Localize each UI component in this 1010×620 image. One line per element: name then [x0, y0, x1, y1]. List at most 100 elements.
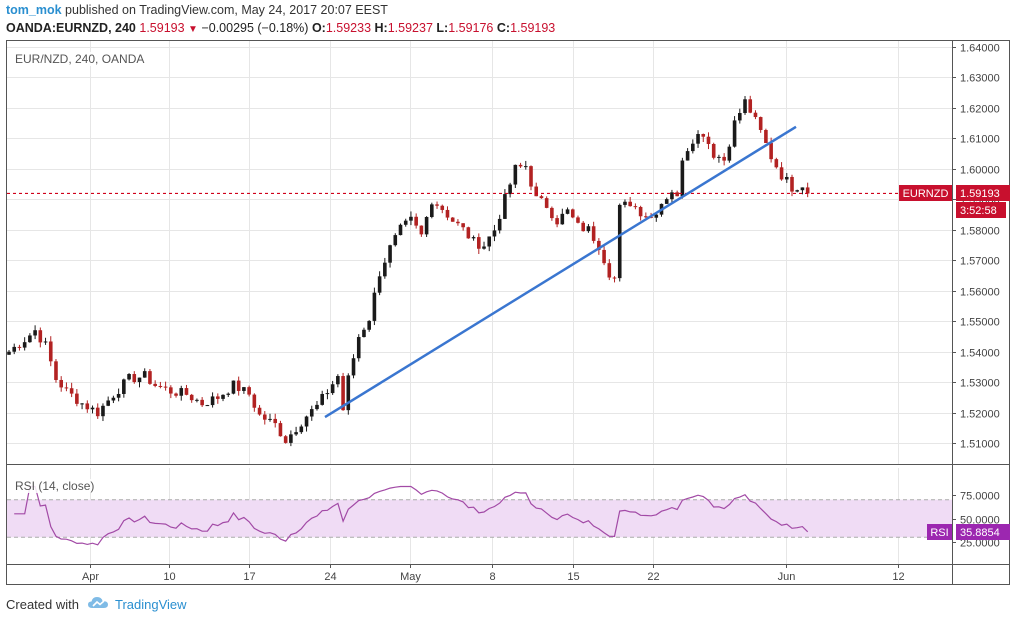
candle-body — [435, 204, 439, 206]
candle-body — [377, 276, 382, 293]
candle-body — [148, 371, 152, 384]
candle-body — [717, 156, 721, 158]
candle-body — [638, 206, 643, 217]
candle-body — [122, 379, 126, 394]
candle-body — [706, 136, 711, 144]
candle-body — [341, 376, 345, 411]
countdown-tag-text: 3:52:58 — [960, 205, 997, 217]
candle-body — [466, 227, 471, 239]
candle-body — [262, 414, 267, 420]
candle-body — [273, 418, 278, 424]
candle-body — [753, 112, 758, 118]
candle-body — [200, 399, 204, 406]
close-label: C: — [496, 21, 511, 35]
candle-body — [242, 387, 246, 391]
candle-body — [398, 224, 403, 236]
candles — [7, 95, 952, 447]
open-value: 1.59233 — [325, 21, 372, 35]
candle-body — [393, 235, 398, 246]
candle-body — [257, 407, 262, 415]
ohlc-header: OANDA:EURNZD, 240 1.59193 ▼ −0.00295 (−0… — [6, 21, 555, 35]
rsi-band-fill — [7, 499, 952, 538]
rsi-tick-label: 25.0000 — [960, 538, 1000, 550]
candle-body — [675, 192, 679, 197]
y-tick-label: 1.61000 — [960, 134, 1000, 146]
x-tick-label: 17 — [243, 571, 255, 583]
candle-body — [565, 209, 570, 214]
candle-body — [59, 379, 63, 388]
candle-body — [226, 393, 231, 395]
candle-body — [419, 225, 424, 235]
candle-body — [236, 380, 241, 391]
candle-body — [75, 393, 79, 404]
candle-body — [22, 342, 27, 348]
author-link[interactable]: tom_mok — [6, 3, 62, 17]
candle-body — [576, 217, 580, 223]
candle-body — [591, 226, 596, 241]
candle-body — [7, 351, 11, 355]
y-tick-label: 1.52000 — [960, 409, 1000, 421]
tradingview-link[interactable]: TradingView — [114, 597, 187, 612]
candle-body — [283, 436, 288, 443]
candle-body — [383, 262, 387, 277]
candle-body — [54, 361, 58, 380]
candle-body — [539, 196, 544, 199]
candle-body — [12, 346, 17, 352]
candle-body — [612, 277, 617, 279]
y-tick-label: 1.60000 — [960, 165, 1000, 177]
chart-container[interactable]: 1.640001.630001.620001.610001.600001.590… — [6, 40, 1010, 585]
candle-body — [95, 407, 100, 417]
candle-body — [174, 393, 178, 396]
candle-body — [701, 134, 706, 137]
chart-svg[interactable]: 1.640001.630001.620001.610001.600001.590… — [6, 40, 1010, 585]
rsi-line — [14, 485, 809, 546]
candle-body — [325, 393, 330, 395]
y-tick-label: 1.53000 — [960, 378, 1000, 390]
candle-body — [299, 426, 304, 433]
candle-body — [64, 387, 69, 389]
candle-body — [732, 120, 737, 147]
trendline[interactable] — [324, 125, 797, 419]
publish-text: published on TradingView.com, May 24, 20… — [61, 3, 388, 17]
rsi-label-tag — [927, 524, 952, 540]
candle-body — [69, 388, 74, 394]
x-tick-label: 10 — [163, 571, 175, 583]
rsi-tick-label: 75.0000 — [960, 491, 1000, 503]
candle-body — [33, 330, 37, 336]
candle-body — [111, 397, 116, 401]
close-value: 1.59193 — [510, 21, 556, 35]
candle-body — [508, 184, 512, 195]
candle-body — [158, 385, 163, 387]
candle-body — [205, 405, 210, 407]
candle-body — [388, 245, 392, 263]
candle-body — [179, 388, 184, 396]
candle-body — [43, 341, 48, 343]
candle-body — [184, 388, 189, 395]
price-tag — [956, 185, 1010, 201]
open-label: O: — [311, 21, 326, 35]
candle-body — [784, 176, 789, 180]
candle-body — [602, 249, 606, 264]
candle-body — [581, 222, 585, 232]
y-tick-label: 1.51000 — [960, 439, 1000, 451]
candle-body — [680, 160, 685, 197]
candle-body — [487, 236, 492, 247]
y-tick-label: 1.56000 — [960, 287, 1000, 299]
candle-body — [456, 221, 460, 224]
y-tick-label: 1.54000 — [960, 348, 1000, 360]
candle-body — [330, 384, 335, 394]
candle-body — [106, 400, 110, 406]
price-change: −0.00295 (−0.18%) — [201, 21, 309, 35]
candle-body — [550, 207, 554, 219]
candle-body — [555, 218, 559, 225]
candle-body — [597, 240, 601, 250]
candle-body — [430, 204, 434, 218]
candle-body — [221, 394, 225, 399]
candle-body — [617, 204, 622, 279]
candle-body — [210, 396, 215, 406]
candle-body — [440, 205, 445, 210]
rsi-label-tag-text: RSI — [930, 527, 948, 539]
candle-body — [738, 113, 742, 121]
candle-body — [586, 226, 591, 232]
last-price: 1.59193 — [139, 21, 185, 35]
